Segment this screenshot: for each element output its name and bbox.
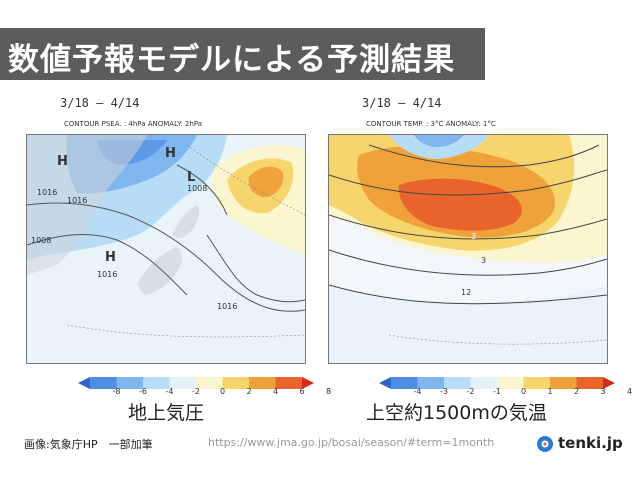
temperature-colorbar-segment xyxy=(470,377,498,389)
temperature-anomaly-colorbar: -4 -3 -2 -1 0 1 2 3 4 xyxy=(379,374,633,414)
pressure-colorbar-tick-label: 6 xyxy=(299,387,305,396)
source-url: https://www.jma.go.jp/bosai/season/#term… xyxy=(208,436,495,449)
temperature-colorbar-tick-label: 4 xyxy=(626,387,633,396)
left-period: 3/18 – 4/14 xyxy=(60,96,140,110)
pressure-colorbar-segment xyxy=(169,377,197,389)
temperature-colorbar-segment xyxy=(417,377,445,389)
svg-text:3: 3 xyxy=(471,232,476,241)
svg-text:12: 12 xyxy=(461,288,471,297)
tenki-logo: tenki.jp xyxy=(536,432,626,456)
temperature-colorbar-arrow-low xyxy=(379,377,391,389)
temperature-colorbar-segment xyxy=(391,377,418,389)
temperature-colorbar-tick-label: 2 xyxy=(573,387,580,396)
temperature-colorbar-segment xyxy=(497,377,524,389)
right-period: 3/18 – 4/14 xyxy=(362,96,442,110)
temperature-map: 12 3 3 xyxy=(328,134,608,364)
pressure-anomaly-colorbar: -8 -6 -4 -2 0 2 4 6 8 xyxy=(78,374,332,414)
temperature-colorbar-arrow-high xyxy=(603,377,615,389)
pressure-colorbar-tick-label: -6 xyxy=(139,387,147,396)
pressure-colorbar-graphic xyxy=(78,377,314,389)
temperature-map-graphic: 12 3 3 xyxy=(329,135,607,363)
low-pressure-label: L xyxy=(187,170,195,185)
image-credit: 画像:気象庁HP 一部加筆 xyxy=(24,438,153,451)
pressure-colorbar-segment xyxy=(222,377,250,389)
svg-text:1016: 1016 xyxy=(37,188,57,197)
temperature-colorbar-segment xyxy=(523,377,551,389)
temperature-colorbar-segment xyxy=(550,377,577,389)
temperature-colorbar-segment xyxy=(444,377,471,389)
temperature-colorbar-tick-label: 3 xyxy=(600,387,606,396)
svg-text:1016: 1016 xyxy=(97,270,117,279)
temperature-colorbar-graphic xyxy=(379,377,615,389)
temperature-colorbar-tick-label: -3 xyxy=(440,387,448,396)
high-pressure-label: H xyxy=(57,154,68,169)
temperature-title: 上空約1500mの気温 xyxy=(366,402,547,424)
title-banner: 数値予報モデルによる予測結果 xyxy=(0,28,485,80)
tenki-logo-text: tenki.jp xyxy=(558,434,623,452)
pressure-colorbar-segment xyxy=(196,377,223,389)
temperature-colorbar-segment xyxy=(576,377,604,389)
temperature-colorbar-tick-label: 1 xyxy=(547,387,553,396)
temperature-colorbar-labels: -4 -3 -2 -1 0 1 2 3 4 xyxy=(379,387,633,399)
temperature-colorbar-tick-label: -4 xyxy=(413,387,422,396)
temperature-colorbar-tick-label: 0 xyxy=(520,387,527,396)
svg-text:1008: 1008 xyxy=(31,236,51,245)
pressure-colorbar-tick-label: -4 xyxy=(165,387,174,396)
pressure-colorbar-tick-label: -8 xyxy=(112,387,121,396)
pressure-colorbar-segment xyxy=(249,377,276,389)
pressure-colorbar-labels: -8 -6 -4 -2 0 2 4 6 8 xyxy=(78,387,332,399)
high-pressure-label: H xyxy=(105,250,116,265)
left-contour-info: CONTOUR PSEA. : 4hPa ANOMALY: 2hPa xyxy=(64,120,203,128)
pressure-colorbar-arrow-high xyxy=(302,377,314,389)
pressure-colorbar-arrow-low xyxy=(78,377,90,389)
svg-text:3: 3 xyxy=(481,256,486,265)
pressure-colorbar-tick-label: 2 xyxy=(246,387,252,396)
pressure-colorbar-segment xyxy=(116,377,144,389)
surface-pressure-map-graphic: H H H L 1016 1016 1008 1016 1008 1016 xyxy=(27,135,305,363)
banner-title: 数値予報モデルによる予測結果 xyxy=(8,42,456,78)
pressure-colorbar-tick-label: -2 xyxy=(192,387,200,396)
surface-pressure-title: 地上気圧 xyxy=(128,402,205,424)
pressure-colorbar-tick-label: 0 xyxy=(219,387,226,396)
high-pressure-label: H xyxy=(165,146,176,161)
pressure-colorbar-segment xyxy=(143,377,170,389)
svg-text:1016: 1016 xyxy=(217,302,237,311)
temperature-colorbar-tick-label: -1 xyxy=(493,387,501,396)
surface-pressure-map: H H H L 1016 1016 1008 1016 1008 1016 xyxy=(26,134,306,364)
svg-text:1016: 1016 xyxy=(67,196,87,205)
pressure-colorbar-segment xyxy=(90,377,117,389)
pressure-colorbar-tick-label: 8 xyxy=(325,387,332,396)
right-contour-info: CONTOUR TEMP. : 3°C ANOMALY: 1°C xyxy=(366,120,496,128)
temperature-colorbar-tick-label: -2 xyxy=(466,387,475,396)
pressure-colorbar-tick-label: 4 xyxy=(272,387,279,396)
tenki-logo-icon xyxy=(537,436,553,452)
pressure-colorbar-segment xyxy=(275,377,303,389)
svg-text:1008: 1008 xyxy=(187,184,207,193)
